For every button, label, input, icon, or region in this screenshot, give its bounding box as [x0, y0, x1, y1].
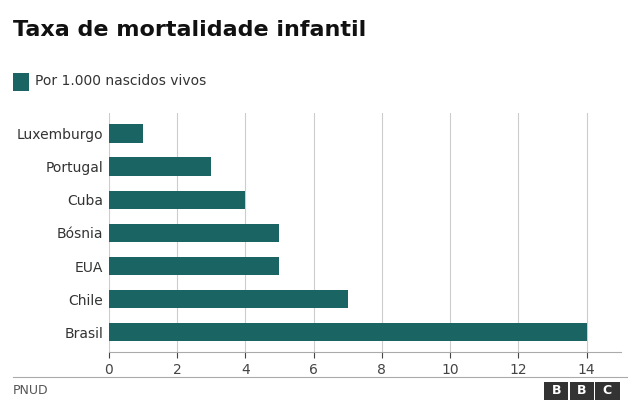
Text: Por 1.000 nascidos vivos: Por 1.000 nascidos vivos — [35, 74, 207, 88]
Text: PNUD: PNUD — [13, 384, 49, 397]
Bar — [109, 224, 280, 242]
Bar — [109, 124, 143, 143]
Text: B: B — [577, 384, 586, 397]
Bar — [109, 158, 211, 176]
Bar — [109, 323, 587, 341]
Bar — [109, 290, 348, 308]
Bar — [109, 257, 280, 275]
Bar — [109, 191, 245, 209]
Text: C: C — [603, 384, 612, 397]
Text: B: B — [552, 384, 561, 397]
Text: Taxa de mortalidade infantil: Taxa de mortalidade infantil — [13, 20, 366, 40]
